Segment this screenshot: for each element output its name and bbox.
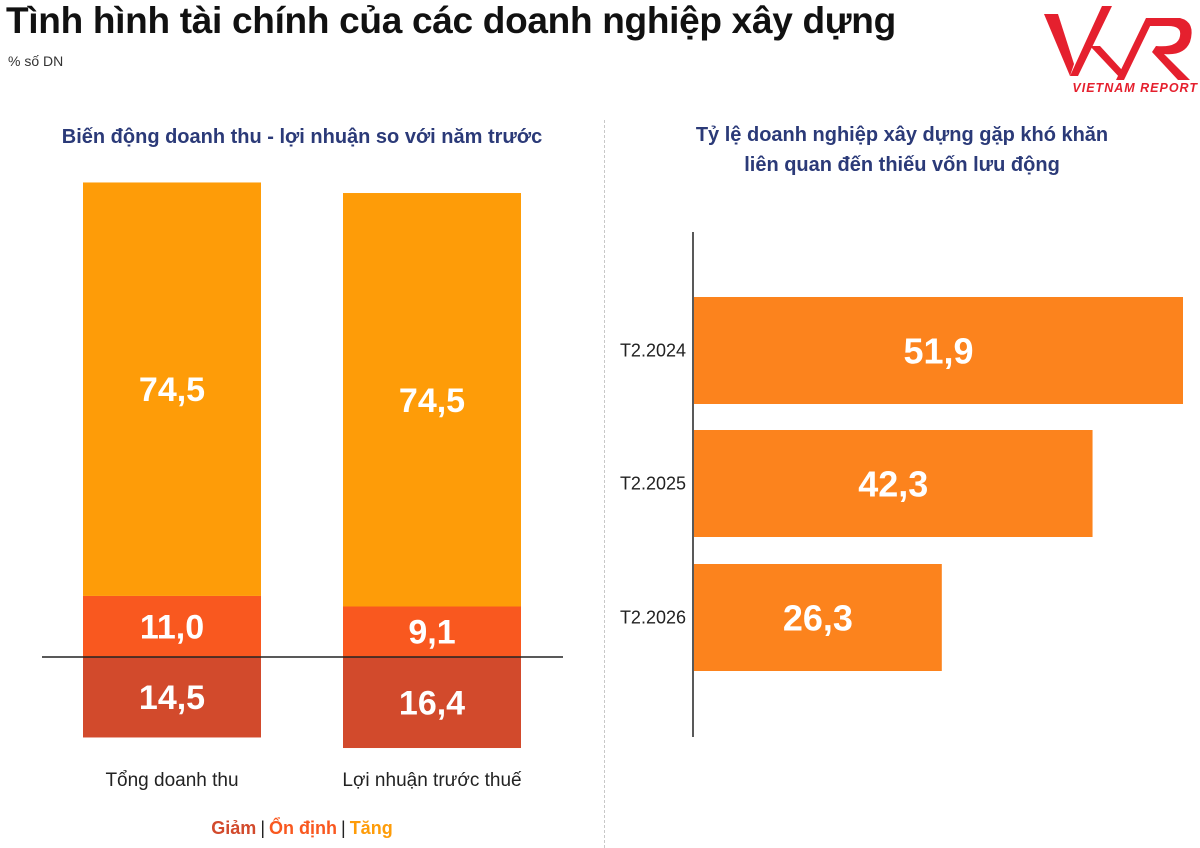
right-chart-title-line-1: Tỷ lệ doanh nghiệp xây dựng gặp khó khăn bbox=[695, 124, 1109, 146]
panel-divider bbox=[604, 120, 605, 848]
label-tang-1: 74,5 bbox=[399, 382, 465, 420]
legend-on-dinh: Ổn định bbox=[269, 818, 337, 838]
hbar-value-2: 26,3 bbox=[783, 598, 853, 639]
category-label-1: Lợi nhuận trước thuế bbox=[342, 770, 522, 791]
label-giam-0: 14,5 bbox=[139, 679, 205, 717]
bar-on-dinh-0 bbox=[83, 595, 261, 657]
label-on-dinh-1: 9,1 bbox=[408, 614, 455, 652]
legend-separator: | bbox=[260, 818, 266, 838]
unit-label: % số DN bbox=[8, 53, 64, 69]
legend-separator: | bbox=[341, 818, 346, 838]
bar-giam-0 bbox=[83, 657, 261, 738]
legend-giam: Giảm bbox=[211, 818, 257, 838]
hbar-value-0: 51,9 bbox=[903, 331, 973, 372]
hbar-0 bbox=[694, 297, 1183, 404]
hbar-value-1: 42,3 bbox=[858, 464, 928, 505]
page-title: Tình hình tài chính của các doanh nghiệp… bbox=[6, 0, 896, 41]
stacked-bar-chart: 14,5 11,0 74,5 Tổng doanh thu 16,4 9,1 74,5 Lợi… bbox=[42, 182, 563, 791]
right-chart-title: Tỷ lệ doanh nghiệp xây dựng gặp khó khăn… bbox=[612, 120, 1192, 180]
category-label-0: Tổng doanh thu bbox=[105, 770, 238, 791]
bar-on-dinh-1 bbox=[343, 606, 521, 657]
bar-tang-0 bbox=[83, 182, 261, 596]
bar-giam-1 bbox=[343, 657, 521, 749]
legend: Giảm | Ổn định | Tăng bbox=[0, 818, 604, 839]
vnr-logo-wordmark: VIETNAM REPORT bbox=[1072, 81, 1198, 95]
vnr-logo: VIETNAM REPORT bbox=[1044, 6, 1198, 95]
label-on-dinh-0: 11,0 bbox=[140, 608, 204, 646]
bar-tang-1 bbox=[343, 193, 521, 607]
vnr-logo-mark bbox=[1044, 6, 1192, 80]
left-chart-title: Biến động doanh thu - lợi nhuận so với n… bbox=[61, 126, 543, 148]
legend-tang: Tăng bbox=[349, 818, 393, 838]
hbar-category-1: T2.2025 bbox=[620, 474, 686, 494]
label-giam-1: 16,4 bbox=[399, 685, 465, 723]
hbar-category-2: T2.2026 bbox=[620, 608, 686, 628]
hbar-1 bbox=[694, 430, 1093, 537]
hbar-2 bbox=[694, 564, 942, 671]
hbar-category-0: T2.2024 bbox=[620, 341, 686, 361]
label-tang-0: 74,5 bbox=[139, 371, 205, 409]
right-chart-title-line-2: liên quan đến thiếu vốn lưu động bbox=[744, 154, 1060, 176]
